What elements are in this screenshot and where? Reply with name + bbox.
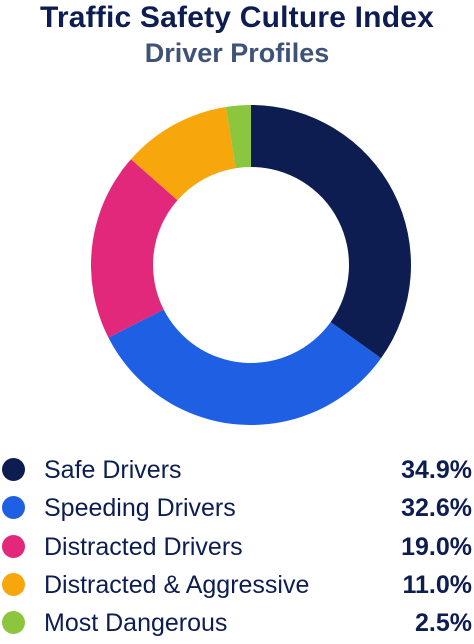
legend-value: 34.9% [401, 456, 472, 484]
legend: Safe Drivers 34.9% Speeding Drivers 32.6… [0, 452, 474, 644]
donut-slice-distracted-aggressive [130, 106, 236, 201]
legend-swatch [2, 535, 25, 558]
legend-label: Distracted & Aggressive [44, 571, 310, 599]
legend-label: Most Dangerous [44, 609, 228, 637]
legend-value: 2.5% [415, 609, 472, 637]
legend-item-distracted-aggressive: Distracted & Aggressive 11.0% [0, 567, 474, 603]
legend-swatch [2, 496, 25, 519]
legend-swatch [2, 573, 25, 596]
legend-label: Distracted Drivers [44, 533, 243, 561]
legend-swatch [2, 458, 25, 481]
legend-value: 11.0% [402, 571, 472, 599]
donut-slice-most-dangerous [225, 105, 251, 169]
legend-label: Safe Drivers [44, 456, 182, 484]
legend-item-speeding-drivers: Speeding Drivers 32.6% [0, 490, 474, 526]
legend-label: Speeding Drivers [44, 494, 236, 522]
legend-swatch [2, 611, 25, 634]
chart-subtitle: Driver Profiles [144, 38, 330, 68]
donut-slice-distracted-drivers [91, 159, 178, 338]
donut-slice-safe-drivers [251, 105, 412, 359]
donut-chart [91, 105, 412, 425]
donut-slice-speeding-drivers [108, 309, 382, 425]
legend-item-distracted-drivers: Distracted Drivers 19.0% [0, 529, 474, 565]
chart-title: Traffic Safety Culture Index [39, 1, 435, 34]
legend-value: 32.6% [401, 494, 472, 522]
legend-item-most-dangerous: Most Dangerous 2.5% [0, 605, 474, 641]
legend-value: 19.0% [401, 533, 472, 561]
legend-item-safe-drivers: Safe Drivers 34.9% [0, 452, 474, 488]
